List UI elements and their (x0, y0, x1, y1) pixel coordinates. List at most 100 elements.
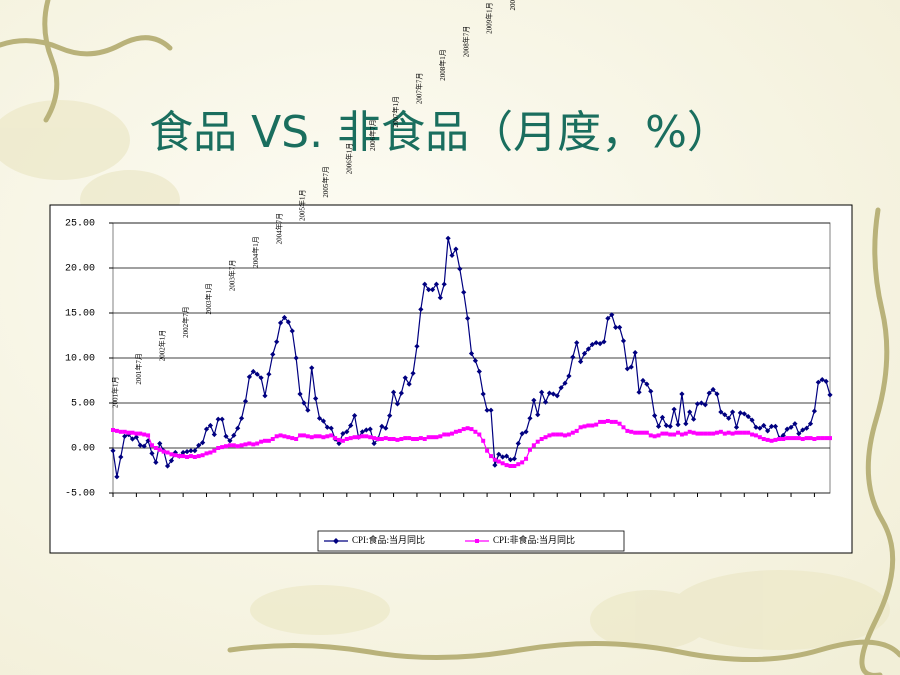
data-point (520, 460, 525, 465)
y-tick-label: 20.00 (65, 264, 95, 275)
data-point (828, 436, 832, 441)
x-tick-label: 2007年1月 (391, 96, 400, 128)
data-point (473, 429, 478, 434)
data-point (469, 427, 474, 432)
x-tick-label: 2003年7月 (228, 260, 237, 292)
data-point (438, 434, 443, 439)
x-tick-label: 2002年7月 (181, 306, 190, 338)
data-point (368, 435, 373, 440)
data-point (512, 464, 517, 468)
data-point (231, 432, 237, 438)
data-point (703, 431, 708, 436)
data-point (527, 415, 533, 421)
data-point (414, 343, 420, 349)
data-point (597, 341, 603, 347)
data-point (298, 433, 303, 438)
data-point (578, 359, 584, 365)
data-point (142, 432, 147, 437)
data-point (403, 436, 408, 441)
data-point (648, 433, 653, 438)
data-point (387, 413, 393, 419)
data-point (472, 358, 478, 364)
data-point (621, 425, 626, 430)
data-point (461, 289, 467, 295)
data-point (722, 412, 728, 418)
data-point (146, 433, 151, 438)
data-point (281, 314, 288, 321)
x-tick-label: 2007年7月 (415, 73, 424, 105)
data-point (773, 437, 778, 442)
data-point (765, 428, 771, 434)
data-point (278, 433, 283, 438)
data-point (589, 341, 595, 348)
data-point (216, 446, 221, 450)
data-point (259, 439, 264, 444)
data-point (605, 315, 611, 321)
data-point (235, 444, 240, 449)
data-point (297, 391, 303, 397)
data-point (324, 424, 330, 430)
data-point (547, 433, 552, 438)
y-tick-label: 10.00 (65, 354, 95, 365)
data-point (329, 433, 334, 438)
data-point (481, 438, 486, 443)
data-point (207, 422, 214, 429)
data-point (301, 433, 306, 438)
data-point (422, 437, 427, 441)
y-tick-label: 5.00 (71, 399, 95, 410)
data-point (476, 368, 482, 375)
data-point (258, 375, 264, 381)
data-point (648, 388, 654, 394)
data-point (629, 429, 634, 434)
data-point (796, 436, 801, 441)
data-point (496, 451, 502, 457)
data-point (411, 437, 416, 441)
data-point (242, 398, 249, 404)
x-tick-label: 2008年7月 (461, 26, 470, 58)
data-point (683, 421, 689, 427)
data-point (192, 448, 198, 454)
data-point (555, 432, 560, 437)
data-point (379, 423, 385, 429)
data-point (535, 412, 541, 418)
data-point (675, 422, 681, 428)
data-point (390, 389, 397, 395)
data-point (503, 453, 510, 459)
data-point (765, 437, 770, 442)
data-point (204, 451, 209, 456)
data-point (652, 434, 657, 439)
data-point (523, 429, 529, 435)
data-point (593, 340, 599, 346)
data-point (609, 419, 614, 424)
data-point (185, 455, 190, 459)
data-point (524, 456, 529, 461)
data-point (395, 437, 400, 442)
data-point (130, 430, 135, 435)
data-point (698, 400, 705, 406)
data-point (636, 389, 642, 395)
data-point (277, 320, 284, 326)
data-point (418, 436, 423, 441)
data-point (406, 381, 412, 387)
data-point (508, 464, 513, 468)
data-point (617, 421, 622, 426)
data-point (157, 440, 163, 447)
data-point (484, 407, 490, 413)
data-point (551, 432, 556, 437)
data-point (804, 436, 809, 441)
data-point (188, 448, 194, 454)
data-point (441, 281, 447, 287)
x-tick-label: 2004年1月 (251, 236, 260, 268)
data-point (282, 434, 287, 439)
y-tick-label: -5.00 (65, 489, 95, 500)
data-point (640, 377, 646, 384)
data-point (220, 445, 225, 450)
data-point (539, 389, 545, 395)
data-point (445, 235, 451, 241)
data-point (507, 457, 514, 463)
data-point (356, 435, 361, 440)
data-point (624, 366, 630, 372)
data-point (516, 462, 521, 467)
data-point (223, 433, 229, 439)
data-point (305, 407, 311, 413)
